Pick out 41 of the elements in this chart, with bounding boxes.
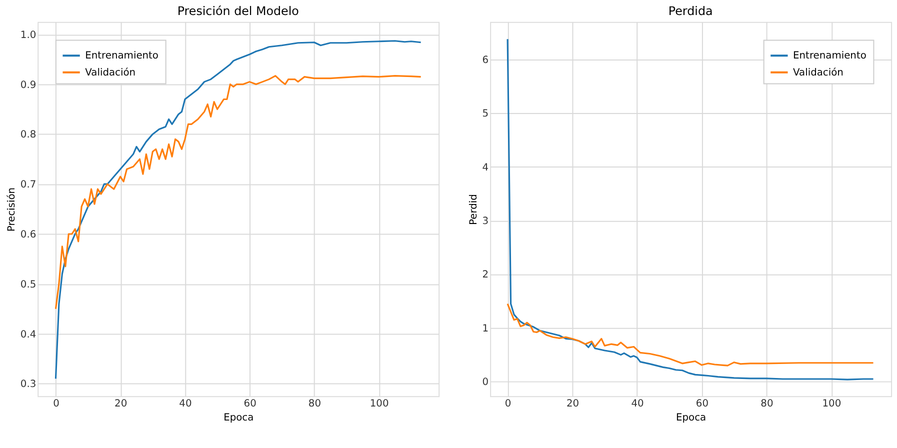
- legend-label: Validación: [85, 67, 136, 78]
- x-tick-label: 20: [114, 398, 128, 410]
- x-tick-label: 100: [822, 398, 842, 410]
- line-series: [506, 303, 874, 366]
- y-tick-label: 2: [482, 270, 489, 281]
- y-tick-label: 4: [482, 162, 489, 174]
- y-tick-label: 0.8: [20, 130, 36, 141]
- y-tick-label: 0: [482, 377, 489, 388]
- legend-label: Entrenamiento: [793, 50, 866, 62]
- y-tick-label: 1.0: [20, 30, 36, 41]
- y-tick-label: 5: [482, 108, 489, 120]
- x-axis-title: Epoca: [224, 412, 254, 424]
- x-tick-label: 0: [504, 398, 512, 410]
- chart-title: Perdida: [668, 4, 713, 18]
- line-series: [506, 38, 874, 380]
- y-tick-label: 0.5: [20, 279, 36, 290]
- x-tick-label: 0: [53, 398, 60, 410]
- legend-label: Validación: [793, 67, 844, 78]
- y-tick-label: 0.3: [20, 379, 36, 390]
- y-tick-label: 1: [482, 323, 489, 334]
- y-tick-label: 0.7: [20, 180, 36, 191]
- y-tick-label: 6: [482, 54, 489, 66]
- x-tick-label: 40: [631, 398, 644, 410]
- y-tick-label: 0.4: [20, 329, 36, 340]
- x-tick-label: 40: [179, 398, 192, 410]
- legend-label: Entrenamiento: [85, 50, 158, 62]
- line-series: [54, 40, 422, 380]
- y-axis-title: Perdid: [468, 194, 480, 225]
- y-tick-label: 3: [482, 216, 489, 228]
- x-tick-label: 80: [760, 398, 774, 410]
- y-tick-label: 0.9: [20, 80, 36, 91]
- x-tick-label: 60: [244, 398, 256, 410]
- x-tick-label: 80: [308, 398, 321, 410]
- line-series: [54, 75, 422, 310]
- y-tick-label: 0.6: [20, 229, 36, 240]
- x-tick-label: 100: [370, 398, 389, 410]
- chart-title: Presición del Modelo: [177, 4, 299, 18]
- x-tick-label: 60: [696, 398, 709, 410]
- y-axis-title: Precisión: [6, 187, 18, 232]
- x-tick-label: 20: [566, 398, 580, 410]
- x-axis-title: Epoca: [676, 412, 706, 424]
